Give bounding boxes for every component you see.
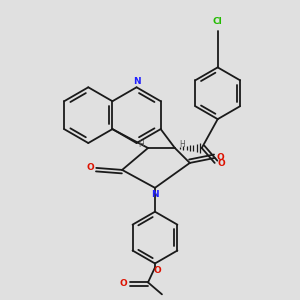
Text: O: O (119, 279, 127, 288)
Text: O: O (153, 266, 161, 275)
Text: Cl: Cl (213, 16, 223, 26)
Text: H: H (138, 140, 144, 148)
Text: O: O (218, 159, 226, 168)
Text: O: O (217, 154, 224, 163)
Text: N: N (151, 190, 159, 199)
Text: N: N (133, 77, 140, 86)
Text: H: H (179, 140, 185, 148)
Text: O: O (86, 164, 94, 172)
